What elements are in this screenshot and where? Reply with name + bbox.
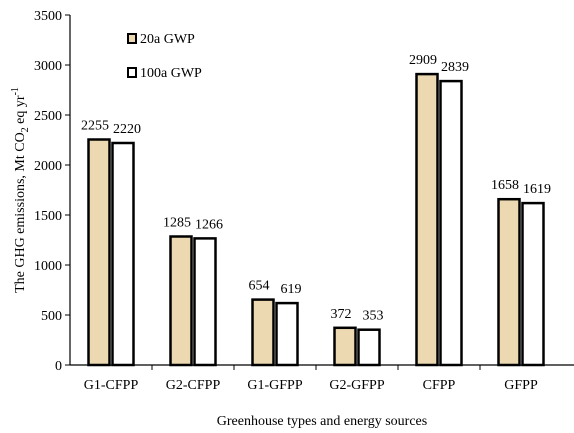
bar-100a xyxy=(439,79,463,367)
y-tick-label: 1500 xyxy=(34,209,62,224)
data-label: 1658 xyxy=(491,178,519,193)
bars-layer xyxy=(87,72,545,367)
bar-100a xyxy=(111,141,135,367)
x-category-label: CFPP xyxy=(423,378,456,393)
data-label: 2220 xyxy=(113,122,141,137)
bar-100a xyxy=(275,301,299,367)
x-category-label: G1-CFPP xyxy=(84,378,139,393)
y-axis-title-sup: -1 xyxy=(10,87,21,95)
data-label: 372 xyxy=(331,307,352,322)
bar-20a xyxy=(87,138,111,367)
y-tick-label: 2500 xyxy=(34,109,62,124)
legend-swatch-100a xyxy=(127,67,137,78)
bar-100a xyxy=(193,237,217,367)
data-labels-layer: 2255 2220 1285 1266 654 619 372 353 2909 2839 1658… xyxy=(81,53,551,324)
legend-swatch-20a xyxy=(127,33,137,44)
bar-20a xyxy=(169,235,193,367)
bar-20a xyxy=(415,72,439,367)
y-tick-label: 3500 xyxy=(34,9,62,24)
y-axis-title-main: The GHG emissions, Mt CO xyxy=(13,132,28,293)
x-categories-layer: G1-CFPP G2-CFPP G1-GFPP G2-GFPP CFPP GFPP xyxy=(84,365,538,393)
y-axis-title-tail: eq yr xyxy=(13,95,28,127)
bar-20a xyxy=(251,298,275,367)
x-category-label: GFPP xyxy=(504,378,538,393)
data-label: 654 xyxy=(249,279,270,294)
data-label: 1619 xyxy=(523,182,551,197)
data-label: 2909 xyxy=(409,53,437,68)
y-tick-label: 500 xyxy=(41,309,62,324)
y-tick-label: 3000 xyxy=(34,59,62,74)
data-label: 2255 xyxy=(81,119,109,134)
data-label: 2839 xyxy=(441,60,469,75)
x-axis-title: Greenhouse types and energy sources xyxy=(217,414,427,429)
legend-label-20a: 20a GWP xyxy=(140,32,195,47)
legend: 20a GWP 100a GWP xyxy=(127,32,202,81)
bar-20a xyxy=(333,326,357,367)
data-label: 619 xyxy=(281,282,302,297)
bar-100a xyxy=(521,201,545,367)
x-category-label: G2-CFPP xyxy=(166,378,221,393)
bar-100a xyxy=(357,328,381,367)
data-label: 353 xyxy=(363,309,384,324)
bar-20a xyxy=(497,197,521,367)
data-label: 1285 xyxy=(163,216,191,231)
y-tick-label: 0 xyxy=(55,359,62,374)
y-tick-label: 2000 xyxy=(34,159,62,174)
x-category-label: G2-GFPP xyxy=(329,378,384,393)
y-axis-title: The GHG emissions, Mt CO2 eq yr-1 xyxy=(10,87,31,293)
legend-label-100a: 100a GWP xyxy=(140,66,202,81)
data-label: 1266 xyxy=(195,217,223,232)
y-tick-label: 1000 xyxy=(34,259,62,274)
y-axis-title-sub: 2 xyxy=(20,127,31,132)
x-category-label: G1-GFPP xyxy=(247,378,302,393)
y-ticks-layer: 0 500 1000 1500 2000 2500 3000 3500 xyxy=(34,9,70,374)
